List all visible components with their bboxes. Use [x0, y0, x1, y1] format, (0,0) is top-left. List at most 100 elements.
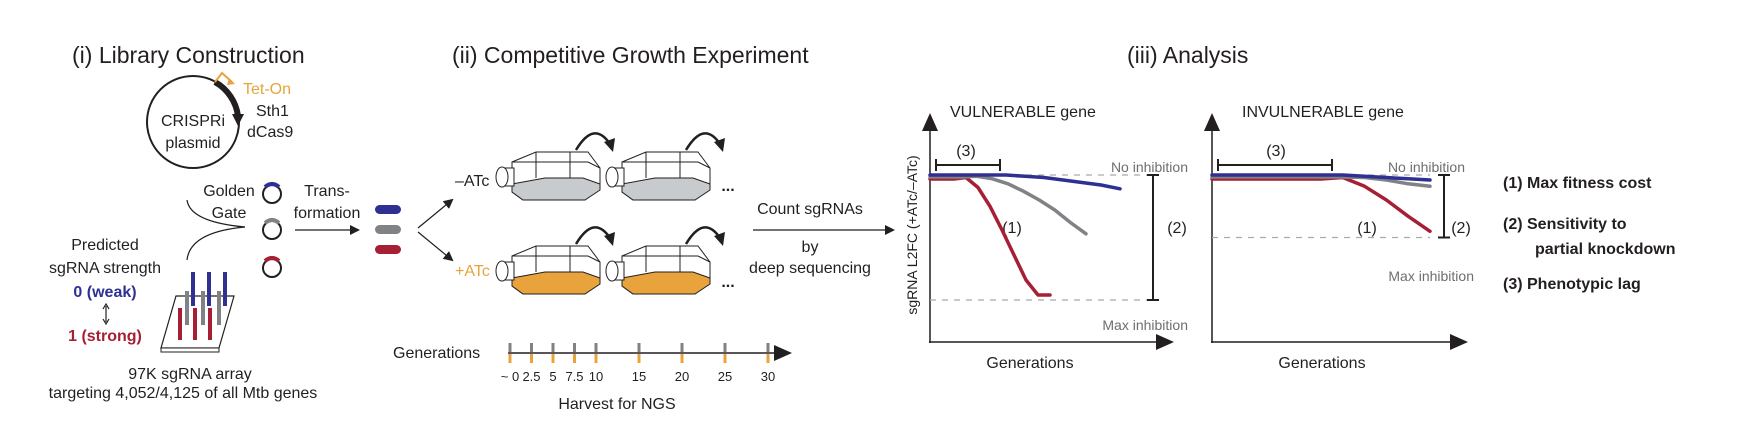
strong-label: 1 (strong)	[68, 328, 142, 345]
series-line-medium	[928, 174, 1088, 236]
strength-title-line2: sgRNA strength	[49, 260, 161, 277]
timeline-label: Generations	[393, 345, 480, 362]
no-inhibition-label: No inhibition	[1388, 159, 1465, 175]
transfer-arrow-minus-2	[684, 132, 722, 151]
sensitivity-mark: (2)	[1167, 220, 1187, 237]
count-label-line2: by	[802, 239, 819, 256]
merge-curve-bottom	[186, 226, 246, 261]
strain-strong	[375, 245, 401, 254]
flask-series	[495, 132, 725, 295]
lag-mark: (3)	[1266, 143, 1286, 160]
timeline-tick-label: 2.5	[522, 369, 540, 384]
flask-minus-atc-1	[495, 151, 601, 201]
strain-weak	[375, 205, 401, 214]
array-caption-line1: 97K sgRNA array	[128, 366, 252, 383]
x-axis-label: Generations	[1278, 355, 1365, 372]
strain-pool	[375, 205, 401, 254]
strength-title-line1: Predicted	[71, 237, 139, 254]
golden-gate-line2: Gate	[212, 205, 247, 222]
timeline-tick-harvest	[508, 354, 512, 363]
transfer-arrow-minus-2-head-icon	[714, 138, 725, 152]
plasmid-library	[262, 182, 282, 278]
golden-gate-line1: Golden	[203, 183, 255, 200]
plus-atc-label: +ATc	[455, 263, 490, 280]
max-fitness-mark: (1)	[1357, 220, 1377, 237]
scale-arrow-up-icon	[102, 302, 110, 310]
series-line-medium	[1210, 175, 1432, 189]
timeline-tick-top	[594, 343, 598, 352]
panel-title: VULNERABLE gene	[950, 104, 1096, 121]
timeline-tick-label: 5	[549, 369, 556, 384]
panel-title: INVULNERABLE gene	[1242, 104, 1404, 121]
timeline-tick-label: 25	[718, 369, 732, 384]
timeline-tick-label: 15	[632, 369, 646, 384]
series-line-1-strong-	[928, 175, 1052, 297]
tet-on-label: Tet-On	[243, 81, 291, 98]
scale-arrow-down-icon	[102, 318, 110, 326]
ellipsis-plus: ...	[721, 274, 734, 291]
max-inhibition-label: Max inhibition	[1388, 268, 1474, 284]
promoter-icon	[214, 71, 233, 83]
plot-area	[928, 159, 1159, 301]
gene-arrowhead-icon	[232, 114, 244, 126]
plasmid-label-line1: CRISPRi	[161, 113, 225, 130]
weak-label: 0 (weak)	[73, 284, 136, 301]
max-fitness-mark: (1)	[1002, 220, 1022, 237]
panel-vulnerable: VULNERABLE gene Generations No inhibitio…	[922, 104, 1188, 372]
timeline-tick-label: 7.5	[565, 369, 583, 384]
gene-label-dcas9: dCas9	[247, 124, 293, 141]
timeline-tick-top	[530, 343, 533, 352]
timeline-tick-top	[766, 343, 770, 352]
legend: (1) Max fitness cost (2) Sensitivity to …	[1503, 175, 1675, 293]
timeline-caption: Harvest for NGS	[558, 396, 675, 413]
timeline-tick-top	[573, 343, 576, 352]
merge-curve-top	[186, 199, 246, 228]
x-axis-label: Generations	[986, 355, 1073, 372]
strain-medium	[375, 225, 401, 234]
promoter-arrowhead-icon	[227, 78, 235, 85]
sensitivity-mark: (2)	[1451, 220, 1471, 237]
gene-label-sth1: Sth1	[256, 103, 289, 120]
insert-strong	[263, 256, 281, 263]
transfer-arrow-plus-1-head-icon	[604, 232, 615, 246]
timeline-tick-harvest	[551, 354, 555, 363]
split-arrow-minus	[417, 198, 454, 229]
timeline-tick-top	[508, 343, 512, 352]
max-inhibition-label: Max inhibition	[1102, 317, 1188, 333]
timeline-tick-label: 10	[589, 369, 603, 384]
panel-invulnerable: INVULNERABLE gene Generations No inhibit…	[1204, 104, 1474, 372]
transformation-line2: formation	[294, 205, 361, 222]
sgrna-array-icon	[160, 272, 235, 353]
timeline-tick-harvest	[680, 354, 684, 363]
legend-item-3: (3) Phenotypic lag	[1503, 276, 1641, 293]
flask-plus-atc-1	[495, 245, 601, 295]
transformation-line1: Trans-	[304, 183, 350, 200]
timeline-tick-label: 20	[675, 369, 689, 384]
flask-plus-atc-2	[605, 245, 711, 295]
timeline-tick-harvest	[766, 354, 770, 363]
series-line-0-weak-	[1210, 173, 1432, 182]
timeline-tick-label: ~ 0	[501, 369, 519, 384]
minus-atc-label: –ATc	[455, 173, 489, 190]
plasmid-label-line2: plasmid	[165, 135, 220, 152]
transfer-arrow-plus-2-head-icon	[714, 232, 725, 246]
lag-mark: (3)	[956, 143, 976, 160]
section-title-analysis: (iii) Analysis	[1127, 42, 1248, 68]
transfer-arrow-minus-1	[574, 132, 612, 151]
section-title-growth: (ii) Competitive Growth Experiment	[452, 42, 809, 68]
timeline-tick-top	[637, 343, 641, 352]
legend-item-2-cont: partial knockdown	[1535, 241, 1675, 258]
legend-item-2: (2) Sensitivity to	[1503, 216, 1627, 233]
timeline-tick-harvest	[530, 354, 533, 363]
crispri-plasmid: CRISPRi plasmid Tet-On Sth1 dCas9	[146, 71, 293, 169]
timeline-ticks: ~ 0 2.5 5 7.5 10 15 20 25 30	[501, 343, 775, 384]
flask-minus-atc-2	[605, 151, 711, 201]
plot-area	[1210, 159, 1450, 239]
timeline-tick-label: 30	[761, 369, 775, 384]
timeline-tick-top	[723, 343, 727, 352]
ellipsis-minus: ...	[721, 178, 734, 195]
y-axis-label: sgRNA L2FC (+ATc/–ATc)	[904, 155, 920, 314]
insert-weak	[263, 182, 281, 189]
no-inhibition-label: No inhibition	[1111, 159, 1188, 175]
golden-gate-step: Golden Gate	[186, 183, 255, 261]
